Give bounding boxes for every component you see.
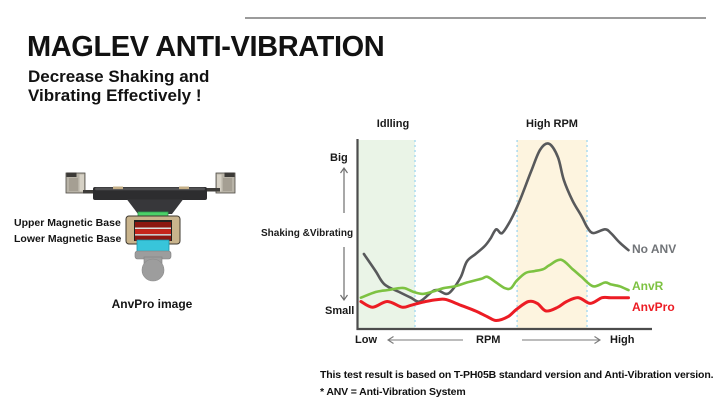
left-bracket — [65, 172, 86, 194]
x-axis-left-arrow — [386, 336, 463, 344]
idling-region-label: Idlling — [376, 118, 410, 130]
legend-no-anv: No ANV — [632, 242, 677, 256]
lower-magnetic-base-block — [136, 239, 170, 253]
top-divider-rule — [245, 17, 706, 19]
footnote-anv-definition: * ANV = Anti-Vibration System — [320, 386, 466, 398]
series-curves — [359, 142, 630, 322]
lower-magnetic-base-label: Lower Magnetic Base — [14, 233, 122, 245]
y-axis-top-label: Big — [330, 152, 348, 164]
upper-magnetic-base-label: Upper Magnetic Base — [14, 217, 121, 229]
right-bracket — [215, 172, 236, 194]
neck-trapezoid — [127, 199, 183, 214]
subtitle-line-2: Vibrating Effectively ! — [28, 85, 202, 105]
top-mount-bar — [93, 186, 207, 200]
legend-anvr: AnvR — [632, 279, 664, 293]
legend-anvpro: AnvPro — [632, 300, 675, 314]
x-axis-high-label: High — [610, 334, 635, 346]
magnet-stripe-top — [135, 222, 171, 228]
x-axis-right-arrow — [522, 336, 602, 344]
subtitle-line-1: Decrease Shaking and — [28, 67, 210, 86]
anvpro-device-illustration — [65, 172, 236, 282]
y-axis-title: Shaking &Vibrating — [261, 228, 354, 239]
x-axis-low-label: Low — [355, 334, 377, 346]
y-range-double-arrow — [340, 166, 348, 302]
vibration-line-chart — [340, 139, 652, 344]
high-rpm-region-label: High RPM — [526, 118, 578, 130]
series-line-anvr — [359, 258, 630, 299]
y-axis-bottom-label: Small — [325, 305, 355, 317]
magnet-stripe-middle — [135, 229, 171, 235]
page-subtitle: Decrease Shaking and Vibrating Effective… — [28, 67, 210, 105]
region-band — [358, 140, 415, 330]
series-line-anvpro — [359, 295, 630, 322]
magnet-stripe-bottom — [135, 235, 171, 241]
right-arm — [206, 188, 220, 192]
band-boundary-dotted-lines — [414, 140, 588, 330]
ball-joint-stem — [134, 250, 172, 282]
footnote-test-basis: This test result is based on T-PH05B sta… — [320, 369, 714, 381]
magnet-casing — [125, 215, 181, 245]
page-title: MAGLEV ANTI-VIBRATION — [27, 31, 385, 63]
device-caption: AnvPro image — [111, 297, 193, 311]
x-axis-title: RPM — [476, 334, 501, 346]
series-line-no-anv — [362, 142, 630, 303]
